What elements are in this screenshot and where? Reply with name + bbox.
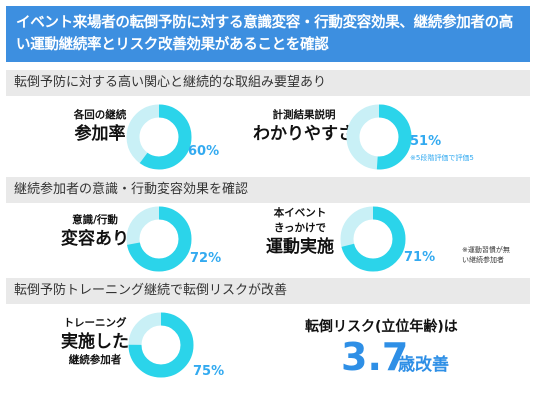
stat-label-clarity: 計測結果説明 わかりやすさ — [253, 109, 355, 144]
stat-label-exercise: 本イベント きっかけで 運動実施 — [266, 207, 334, 257]
percent-exercise: 71% — [404, 250, 436, 265]
donut-clarity-arc — [346, 104, 412, 170]
page-header: イベント来場者の転倒予防に対する意識変容・行動変容効果、継続参加者の高 い運動継… — [6, 6, 530, 62]
risk-value: 3.7 — [341, 335, 409, 379]
donut-exercise — [340, 206, 406, 272]
header-line-1: イベント来場者の転倒予防に対する意識変容・行動変容効果、継続参加者の高 — [16, 15, 513, 31]
donut-clarity — [346, 104, 412, 170]
note-exercise-1: ※運動習慣が無 — [462, 246, 510, 254]
stat-label-participation: 各回の継続 参加率 — [73, 109, 127, 144]
donut-change — [126, 206, 192, 272]
percent-change: 72% — [190, 251, 222, 266]
risk-unit: 歳改善 — [398, 355, 449, 375]
note-clarity: ※5段階評価で評価5 — [410, 154, 474, 162]
section-title-risk: 転倒予防トレーニング継続で転倒リスクが改善 — [6, 278, 530, 304]
percent-clarity: 51% — [410, 134, 442, 149]
risk-label: 転倒リスク(立位年齢)は — [305, 319, 458, 335]
header-line-2: い運動継続率とリスク改善効果があることを確認 — [16, 37, 329, 53]
donut-training-arc — [128, 312, 194, 378]
donut-training — [128, 312, 194, 378]
section-title-behavior: 継続参加者の意識・行動変容効果を確認 — [6, 177, 530, 203]
donut-participation-arc — [126, 104, 192, 170]
donut-exercise-arc — [340, 206, 406, 272]
percent-training: 75% — [193, 364, 225, 379]
percent-participation: 60% — [188, 144, 220, 159]
stat-label-change: 意識/行動 変容あり — [61, 214, 129, 249]
section-title-interest: 転倒予防に対する高い関心と継続的な取組み要望あり — [6, 70, 530, 96]
note-exercise-2: い継続参加者 — [462, 256, 504, 264]
stat-label-training: トレーニング 実施した 継続参加者 — [61, 317, 129, 366]
donut-change-arc — [126, 206, 192, 272]
donut-participation — [126, 104, 192, 170]
